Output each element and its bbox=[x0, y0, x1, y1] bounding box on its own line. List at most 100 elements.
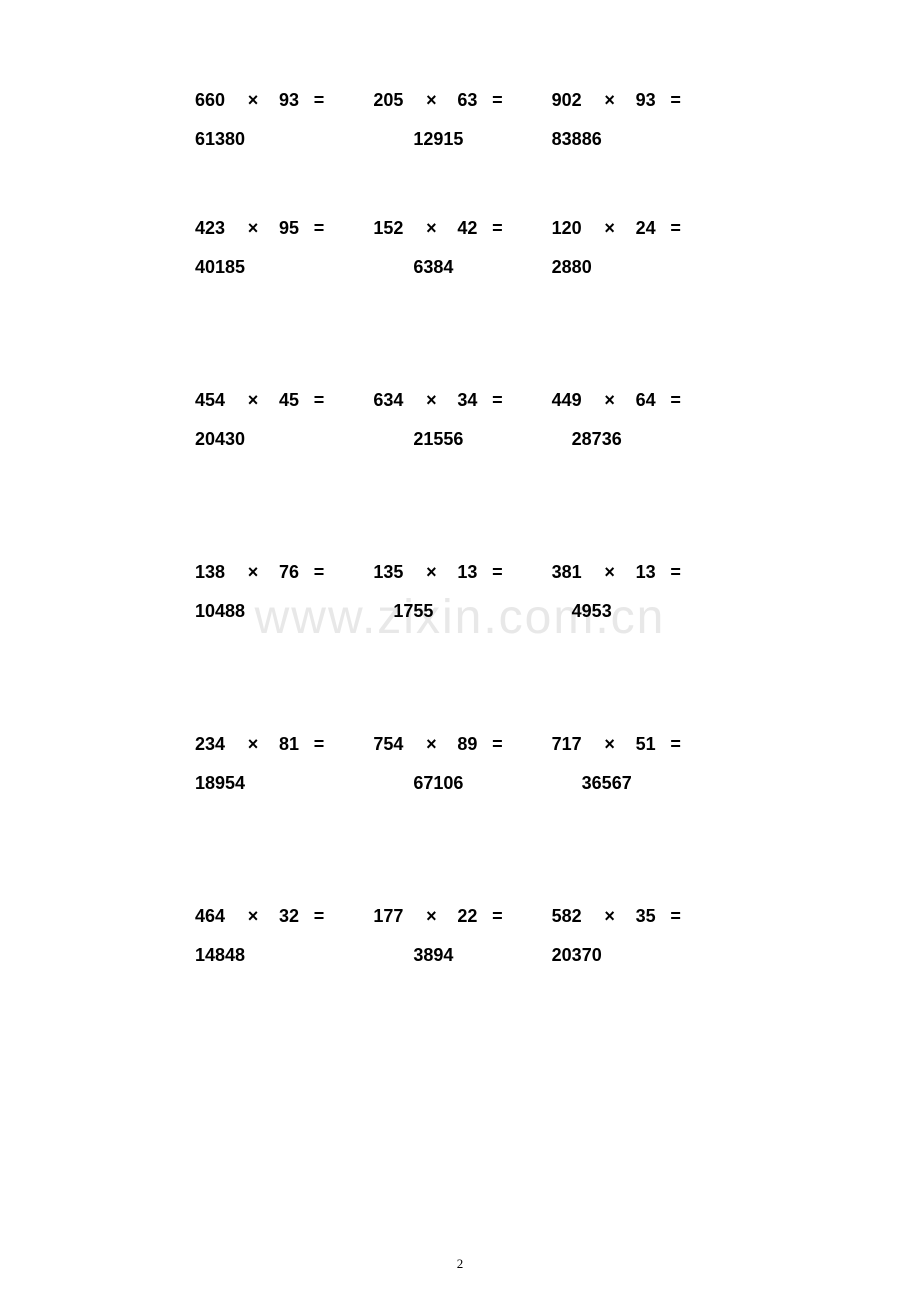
problem-group: 454 × 45 = 20430 634 × 34 = 21556 449 bbox=[195, 390, 730, 450]
equals-symbol: = bbox=[487, 906, 507, 927]
operand1: 120 bbox=[552, 218, 594, 239]
problem-cell: 582 × 35 = 20370 bbox=[552, 906, 730, 966]
operand1: 464 bbox=[195, 906, 237, 927]
result: 28736 bbox=[552, 429, 730, 450]
problem-cell: 634 × 34 = 21556 bbox=[373, 390, 551, 450]
result: 14848 bbox=[195, 945, 373, 966]
operand1: 660 bbox=[195, 90, 237, 111]
operand1: 717 bbox=[552, 734, 594, 755]
operand1: 582 bbox=[552, 906, 594, 927]
equals-symbol: = bbox=[666, 390, 686, 411]
result: 21556 bbox=[373, 429, 551, 450]
problem-cell: 423 × 95 = 40185 bbox=[195, 218, 373, 278]
result: 6384 bbox=[373, 257, 551, 278]
result: 4953 bbox=[552, 601, 730, 622]
equation: 138 × 76 = bbox=[195, 562, 373, 583]
equation: 120 × 24 = bbox=[552, 218, 730, 239]
problem-row: 454 × 45 = 20430 634 × 34 = 21556 449 bbox=[195, 390, 730, 450]
equation: 449 × 64 = bbox=[552, 390, 730, 411]
equals-symbol: = bbox=[309, 906, 329, 927]
equation: 152 × 42 = bbox=[373, 218, 551, 239]
problem-cell: 754 × 89 = 67106 bbox=[373, 734, 551, 794]
times-symbol: × bbox=[237, 734, 269, 755]
times-symbol: × bbox=[415, 562, 447, 583]
equation: 902 × 93 = bbox=[552, 90, 730, 111]
equation: 423 × 95 = bbox=[195, 218, 373, 239]
result: 3894 bbox=[373, 945, 551, 966]
equals-symbol: = bbox=[309, 390, 329, 411]
operand1: 454 bbox=[195, 390, 237, 411]
operand1: 135 bbox=[373, 562, 415, 583]
operand2: 13 bbox=[447, 562, 487, 583]
operand1: 634 bbox=[373, 390, 415, 411]
operand2: 51 bbox=[626, 734, 666, 755]
result: 40185 bbox=[195, 257, 373, 278]
problem-cell: 902 × 93 = 83886 bbox=[552, 90, 730, 150]
problem-cell: 135 × 13 = 1755 bbox=[373, 562, 551, 622]
operand1: 754 bbox=[373, 734, 415, 755]
result: 12915 bbox=[373, 129, 551, 150]
operand2: 81 bbox=[269, 734, 309, 755]
result: 1755 bbox=[373, 601, 551, 622]
result: 67106 bbox=[373, 773, 551, 794]
equals-symbol: = bbox=[309, 734, 329, 755]
equation: 381 × 13 = bbox=[552, 562, 730, 583]
operand2: 42 bbox=[447, 218, 487, 239]
times-symbol: × bbox=[237, 906, 269, 927]
operand2: 24 bbox=[626, 218, 666, 239]
operand1: 152 bbox=[373, 218, 415, 239]
times-symbol: × bbox=[415, 90, 447, 111]
operand2: 63 bbox=[447, 90, 487, 111]
operand1: 205 bbox=[373, 90, 415, 111]
equation: 582 × 35 = bbox=[552, 906, 730, 927]
operand2: 13 bbox=[626, 562, 666, 583]
problem-cell: 205 × 63 = 12915 bbox=[373, 90, 551, 150]
problem-row: 138 × 76 = 10488 135 × 13 = 1755 381 bbox=[195, 562, 730, 622]
times-symbol: × bbox=[237, 90, 269, 111]
times-symbol: × bbox=[415, 218, 447, 239]
times-symbol: × bbox=[415, 390, 447, 411]
problem-row: 464 × 32 = 14848 177 × 22 = 3894 582 bbox=[195, 906, 730, 966]
operand1: 177 bbox=[373, 906, 415, 927]
times-symbol: × bbox=[415, 906, 447, 927]
equation: 234 × 81 = bbox=[195, 734, 373, 755]
problem-group: 660 × 93 = 61380 205 × 63 = 12915 902 bbox=[195, 90, 730, 150]
operand1: 423 bbox=[195, 218, 237, 239]
problem-cell: 138 × 76 = 10488 bbox=[195, 562, 373, 622]
problems-container: 660 × 93 = 61380 205 × 63 = 12915 902 bbox=[0, 0, 920, 966]
problem-row: 234 × 81 = 18954 754 × 89 = 67106 717 bbox=[195, 734, 730, 794]
equals-symbol: = bbox=[666, 90, 686, 111]
equation: 454 × 45 = bbox=[195, 390, 373, 411]
equals-symbol: = bbox=[309, 218, 329, 239]
operand1: 234 bbox=[195, 734, 237, 755]
result: 10488 bbox=[195, 601, 373, 622]
times-symbol: × bbox=[594, 218, 626, 239]
times-symbol: × bbox=[594, 734, 626, 755]
operand2: 64 bbox=[626, 390, 666, 411]
equation: 177 × 22 = bbox=[373, 906, 551, 927]
equation: 464 × 32 = bbox=[195, 906, 373, 927]
equals-symbol: = bbox=[487, 390, 507, 411]
problem-cell: 120 × 24 = 2880 bbox=[552, 218, 730, 278]
operand2: 45 bbox=[269, 390, 309, 411]
operand1: 449 bbox=[552, 390, 594, 411]
times-symbol: × bbox=[594, 390, 626, 411]
equals-symbol: = bbox=[309, 90, 329, 111]
operand2: 34 bbox=[447, 390, 487, 411]
problem-cell: 234 × 81 = 18954 bbox=[195, 734, 373, 794]
equals-symbol: = bbox=[309, 562, 329, 583]
times-symbol: × bbox=[415, 734, 447, 755]
equals-symbol: = bbox=[487, 562, 507, 583]
equals-symbol: = bbox=[487, 218, 507, 239]
result: 20430 bbox=[195, 429, 373, 450]
problem-row: 423 × 95 = 40185 152 × 42 = 6384 120 bbox=[195, 218, 730, 278]
problem-cell: 660 × 93 = 61380 bbox=[195, 90, 373, 150]
operand2: 93 bbox=[626, 90, 666, 111]
times-symbol: × bbox=[237, 562, 269, 583]
equation: 717 × 51 = bbox=[552, 734, 730, 755]
operand2: 76 bbox=[269, 562, 309, 583]
operand2: 95 bbox=[269, 218, 309, 239]
problem-cell: 464 × 32 = 14848 bbox=[195, 906, 373, 966]
equals-symbol: = bbox=[666, 562, 686, 583]
problem-cell: 177 × 22 = 3894 bbox=[373, 906, 551, 966]
